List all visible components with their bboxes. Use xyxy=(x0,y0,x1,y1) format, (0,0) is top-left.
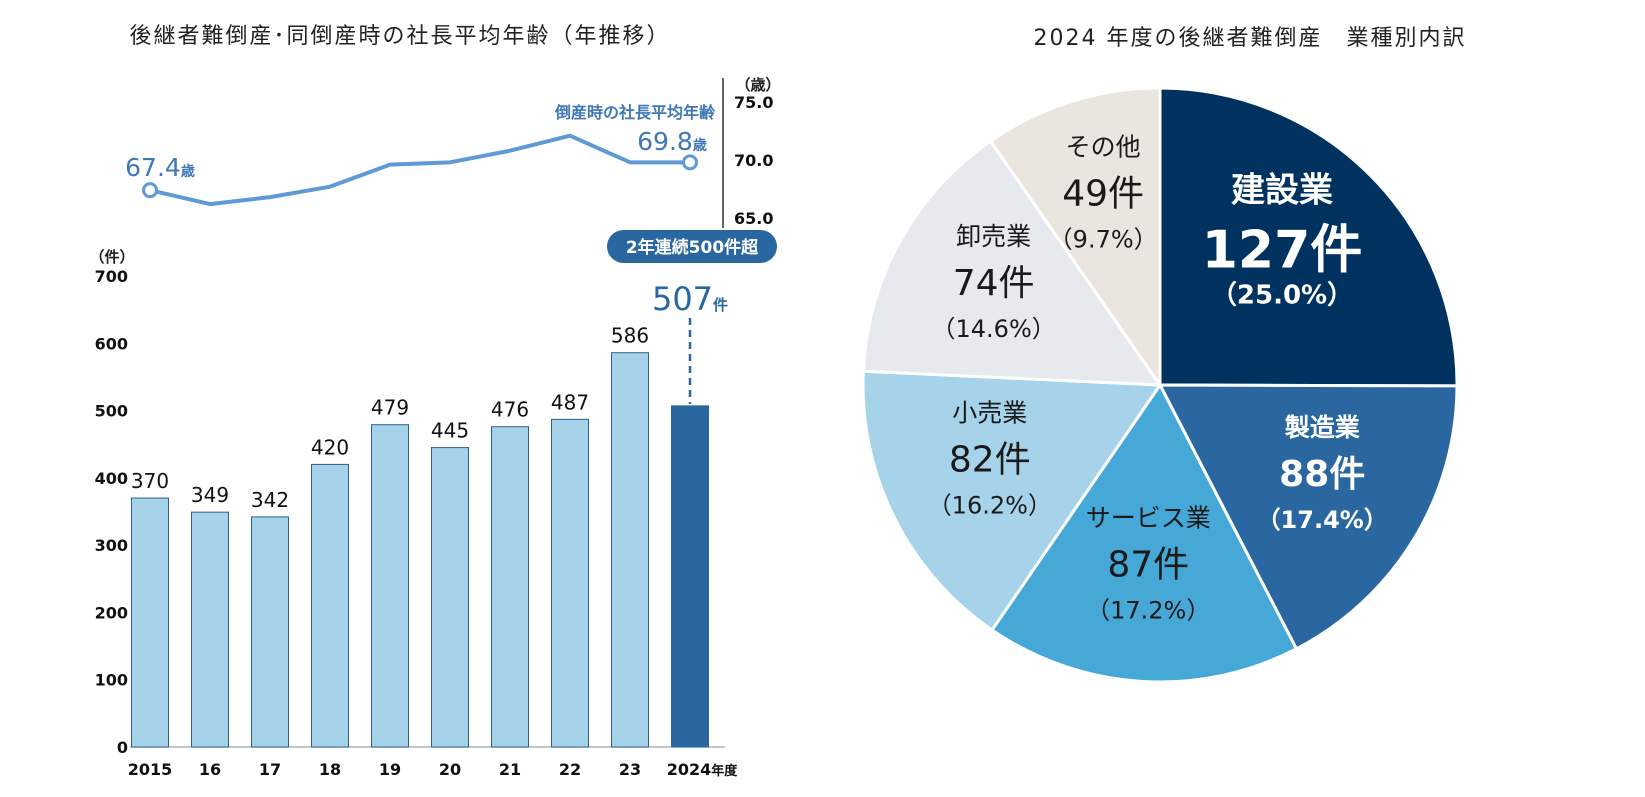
pie-slice-count: 127件 xyxy=(1202,220,1363,280)
right-chart-title: 2024 年度の後継者難倒産 業種別内訳 xyxy=(1033,26,1467,51)
line-y-tick-label: 70.0 xyxy=(734,151,773,170)
bar xyxy=(491,426,529,748)
age-end-label: 69.8歳 xyxy=(637,127,707,156)
age-series-label: 倒産時の社長平均年齢 xyxy=(554,103,716,122)
bar-data-label: 487 xyxy=(551,390,589,414)
age-endpoint-marker xyxy=(682,154,698,171)
bar-data-label: 342 xyxy=(251,488,289,512)
bar xyxy=(551,418,589,748)
pie-slice-count: 88件 xyxy=(1279,454,1365,495)
pie-slice-label: 小売業 xyxy=(952,399,1027,428)
age-unit: 歳 xyxy=(181,163,195,180)
bar-data-label: 370 xyxy=(131,469,169,493)
pie-slice-count: 87件 xyxy=(1107,545,1189,586)
callout-label: 2年連続500件超 xyxy=(626,237,759,258)
bar-x-tick-label: 18 xyxy=(319,760,341,779)
bar-x-tick-label: 20 xyxy=(439,760,461,779)
bar-x-tick-label: 17 xyxy=(259,760,281,779)
pie-slice-percent: （25.0%） xyxy=(1211,280,1353,310)
left-chart-title: 後継者難倒産･同倒産時の社長平均年齢（年推移） xyxy=(129,24,671,49)
bar-y-tick-label: 100 xyxy=(95,671,128,690)
bar xyxy=(611,352,649,748)
bar xyxy=(671,405,709,748)
pie-slice-percent: （14.6%） xyxy=(932,315,1056,343)
pie-slice-percent: （17.4%） xyxy=(1257,506,1388,534)
bar-x-tick-label: 22 xyxy=(559,760,581,779)
bar-data-label: 349 xyxy=(191,483,229,507)
pie-slice xyxy=(1157,383,1459,651)
age-start-label: 67.4歳 xyxy=(125,153,195,182)
age-unit: 歳 xyxy=(693,137,707,154)
pie-slice-count: 74件 xyxy=(953,263,1035,304)
bar xyxy=(251,516,289,748)
pie-slice xyxy=(989,382,1299,684)
bar-x-tick-label: 2024年度 xyxy=(667,760,739,779)
bar-x-tick-label: 2015 xyxy=(128,760,173,779)
bar-data-label: 420 xyxy=(311,435,349,459)
pie-slice-label: 製造業 xyxy=(1284,413,1360,442)
bar-x-tick-label: 21 xyxy=(499,760,521,779)
bar xyxy=(431,447,469,748)
highlight-unit: 件 xyxy=(713,296,728,314)
pie-slice-label: 卸売業 xyxy=(956,222,1031,251)
bar-y-tick-label: 400 xyxy=(95,469,128,488)
pie-slice xyxy=(861,139,1163,387)
pie-slice-percent: （9.7%） xyxy=(1049,226,1158,254)
bar-y-tick-label: 500 xyxy=(95,402,128,421)
bar xyxy=(311,463,349,748)
pie-slice-count: 49件 xyxy=(1062,174,1144,215)
pie-slice-percent: （17.2%） xyxy=(1086,597,1210,625)
bar-y-tick-label: 600 xyxy=(95,334,128,353)
bar-y-tick-label: 0 xyxy=(117,738,128,757)
pie-slice xyxy=(1158,86,1459,388)
pie-slice-label: 建設業 xyxy=(1231,170,1333,210)
bar-x-tick-label: 19 xyxy=(379,760,401,779)
bar xyxy=(131,497,169,748)
line-y-tick-label: 75.0 xyxy=(734,93,773,112)
callout-pill xyxy=(607,230,777,263)
bar-y-unit: （件） xyxy=(89,248,134,266)
bar-data-label: 476 xyxy=(491,398,529,422)
bar-data-label: 586 xyxy=(611,324,649,348)
bar-data-label: 507件 xyxy=(652,280,728,318)
pie-slice xyxy=(988,86,1162,390)
pie-slice-percent: （16.2%） xyxy=(928,492,1052,520)
bar xyxy=(371,424,409,748)
pie-slice-label: サービス業 xyxy=(1086,504,1211,533)
line-y-tick-label: 65.0 xyxy=(734,209,773,228)
bar-x-tick-label: 23 xyxy=(619,760,641,779)
pie-slice xyxy=(861,369,1163,633)
bar-data-label: 479 xyxy=(371,396,409,420)
bar-y-tick-label: 200 xyxy=(95,603,128,622)
pie-slice-count: 82件 xyxy=(949,440,1031,481)
bar xyxy=(191,511,229,748)
age-series-line xyxy=(149,133,690,207)
bar-x-suffix: 年度 xyxy=(711,763,738,779)
age-endpoint-marker xyxy=(142,182,158,199)
bar-y-tick-label: 300 xyxy=(95,536,128,555)
line-y-unit: （歳） xyxy=(735,76,780,94)
bar-y-tick-label: 700 xyxy=(95,267,128,286)
pie-slice-label: その他 xyxy=(1066,133,1141,162)
bar-x-tick-label: 16 xyxy=(199,760,221,779)
bar-data-label: 445 xyxy=(431,419,469,443)
